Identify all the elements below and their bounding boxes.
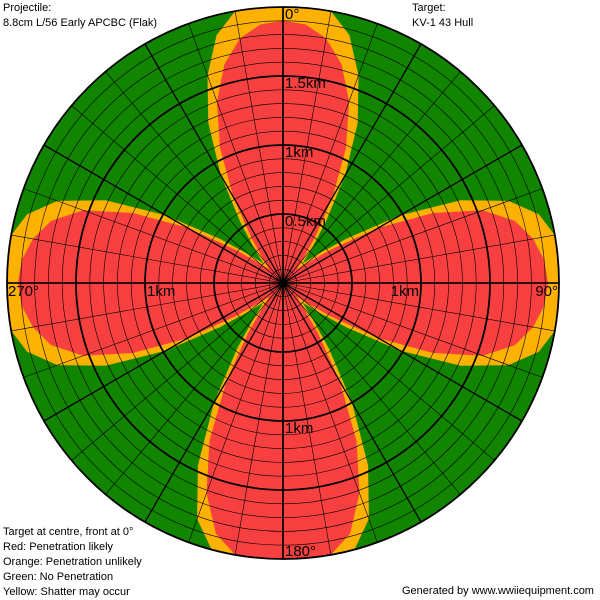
range-label: 1km (391, 283, 419, 300)
axis-labels: 0° 90° 180° 270° 1.5km 1km 0.5km 1km 1km 1km (8, 6, 558, 560)
angle-label-0: 0° (285, 6, 299, 23)
bearing-spoke (282, 71, 461, 284)
bearing-spoke (11, 282, 284, 332)
angle-label-90: 90° (535, 283, 558, 300)
bearing-spoke (188, 23, 284, 284)
range-grid (6, 6, 560, 560)
bearing-spoke (11, 234, 284, 284)
bearing-spoke (282, 282, 461, 495)
bearing-spoke (105, 282, 284, 495)
legend: Target at centre, front at 0° Red: Penet… (3, 525, 142, 600)
bearing-spoke (23, 282, 284, 378)
bearing-spoke (282, 282, 422, 523)
bearing-spoke (282, 282, 555, 332)
legend-line-orientation: Target at centre, front at 0° (3, 526, 134, 538)
bearing-spoke (188, 282, 284, 543)
bearing-spoke (43, 144, 284, 284)
bearing-spoke (282, 282, 332, 555)
projectile-name: 8.8cm L/56 Early APCBC (Flak) (3, 17, 158, 29)
target-heading: Target: (412, 2, 446, 14)
projectile-info: Projectile: 8.8cm L/56 Early APCBC (Flak… (3, 1, 157, 31)
projectile-heading: Projectile: (3, 2, 52, 14)
bearing-spoke (282, 105, 495, 284)
bearing-spoke (23, 188, 284, 284)
range-label: 1km (285, 144, 313, 161)
bearing-spoke (282, 234, 555, 284)
bearing-spoke (234, 282, 284, 555)
bearing-spoke (282, 282, 495, 461)
bearing-spoke (234, 11, 284, 284)
bearing-spoke (71, 282, 284, 461)
legend-line-red: Red: Penetration likely (3, 541, 114, 553)
bearing-spoke (282, 11, 332, 284)
bearing-spoke (144, 282, 284, 523)
legend-line-green: Green: No Penetration (3, 571, 114, 583)
legend-line-orange: Orange: Penetration unlikely (3, 556, 142, 568)
bearing-spoke (282, 282, 378, 543)
bearing-spoke (282, 282, 523, 422)
range-label: 1km (285, 420, 313, 437)
target-name: KV-1 43 Hull (412, 17, 474, 29)
bearing-spoke (282, 282, 543, 378)
bearing-spoke (144, 43, 284, 284)
range-label: 0.5km (285, 213, 326, 230)
range-label: 1.5km (285, 75, 326, 92)
bearing-spoke (282, 144, 523, 284)
bearing-spoke (105, 71, 284, 284)
target-info: Target: KV-1 43 Hull (412, 1, 473, 31)
legend-line-yellow: Yellow: Shatter may occur (3, 586, 130, 598)
bearing-spoke (282, 188, 543, 284)
bearing-spoke (282, 23, 378, 284)
angle-label-270: 270° (8, 283, 39, 300)
angle-label-180: 180° (285, 543, 316, 560)
bearing-spoke (71, 105, 284, 284)
bearing-spoke (282, 43, 422, 284)
generated-by-credit: Generated by www.wwiiequipment.com (402, 585, 594, 597)
bearing-spoke (43, 282, 284, 422)
range-label: 1km (147, 283, 175, 300)
